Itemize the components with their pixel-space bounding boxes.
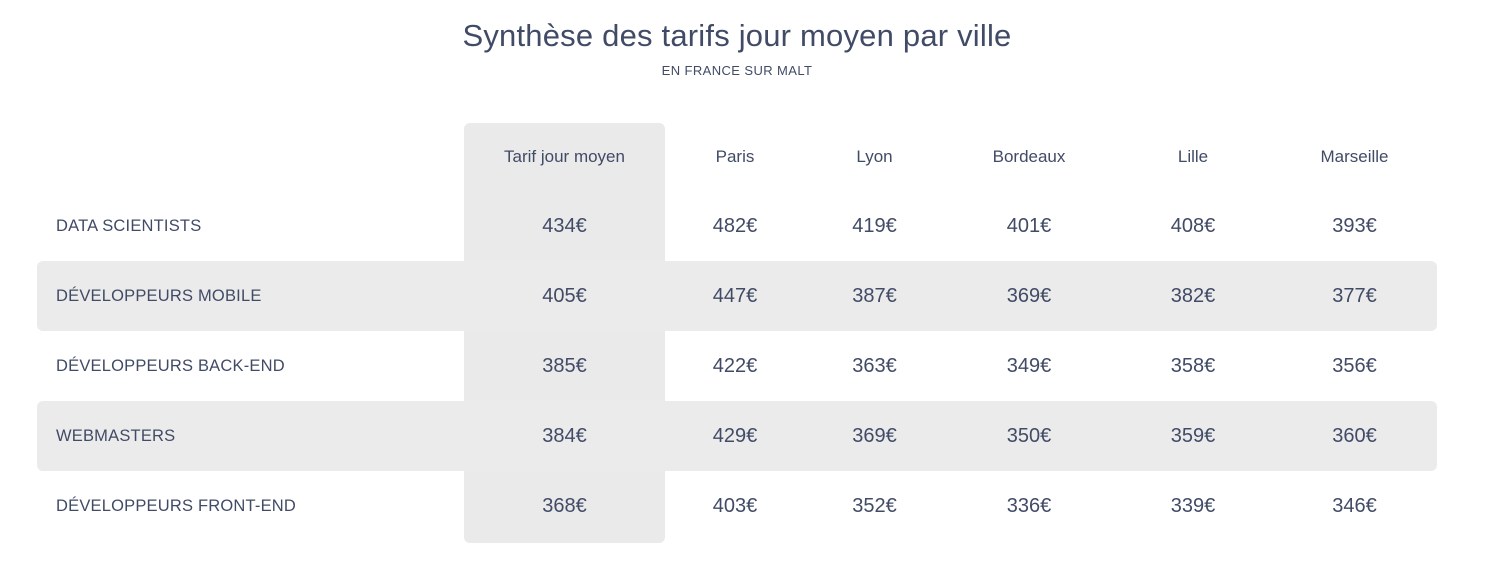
row-stripe-background bbox=[37, 261, 1437, 331]
rate-cell: 363€ bbox=[852, 354, 897, 377]
column-header-tarif-jour-moyen: Tarif jour moyen bbox=[504, 147, 625, 166]
column-header-marseille: Marseille bbox=[1320, 147, 1389, 166]
column-header-lille: Lille bbox=[1177, 147, 1209, 166]
column-header-bordeaux: Bordeaux bbox=[992, 147, 1066, 166]
rate-cell: 356€ bbox=[1332, 354, 1377, 377]
page-subtitle: EN FRANCE SUR MALT bbox=[661, 63, 813, 78]
row-label-developpeurs-mobile: DÉVELOPPEURS MOBILE bbox=[56, 286, 262, 305]
rate-cell: 369€ bbox=[852, 424, 897, 447]
rate-cell: 339€ bbox=[1170, 494, 1216, 517]
rate-cell: 350€ bbox=[1006, 424, 1052, 447]
rate-cell: 447€ bbox=[712, 284, 758, 307]
corner-cell bbox=[37, 123, 464, 191]
rate-cell: 405€ bbox=[542, 284, 587, 307]
page-title: Synthèse des tarifs jour moyen par ville bbox=[462, 18, 1012, 53]
column-header-lyon: Lyon bbox=[856, 147, 893, 166]
rate-cell: 369€ bbox=[1006, 284, 1052, 307]
rate-cell: 422€ bbox=[712, 354, 758, 377]
rate-cell: 387€ bbox=[852, 284, 897, 307]
rate-cell: 434€ bbox=[542, 214, 587, 237]
page-header: Synthèse des tarifs jour moyen par ville… bbox=[37, 0, 1437, 78]
rate-cell: 385€ bbox=[542, 354, 587, 377]
rate-cell: 377€ bbox=[1332, 284, 1377, 307]
highlight-column-background bbox=[464, 123, 665, 543]
row-stripe-background bbox=[37, 401, 1437, 471]
rate-cell: 336€ bbox=[1006, 494, 1052, 517]
rate-cell: 360€ bbox=[1332, 424, 1377, 447]
rate-cell: 382€ bbox=[1170, 284, 1216, 307]
row-label-developpeurs-back-end: DÉVELOPPEURS BACK-END bbox=[56, 356, 285, 375]
rate-cell: 393€ bbox=[1332, 214, 1377, 237]
rate-cell: 403€ bbox=[712, 494, 758, 517]
rate-cell: 482€ bbox=[712, 214, 758, 237]
row-label-data-scientists: DATA SCIENTISTS bbox=[56, 216, 202, 235]
rate-cell: 349€ bbox=[1006, 354, 1052, 377]
rate-cell: 368€ bbox=[542, 494, 587, 517]
rate-cell: 346€ bbox=[1332, 494, 1377, 517]
column-header-paris: Paris bbox=[715, 147, 755, 166]
row-label-webmasters: WEBMASTERS bbox=[56, 426, 176, 445]
rate-cell: 384€ bbox=[542, 424, 587, 447]
rate-cell: 352€ bbox=[852, 494, 897, 517]
rate-cell: 358€ bbox=[1170, 354, 1216, 377]
rates-table: Tarif jour moyen Paris Lyon Bordeaux Lil… bbox=[37, 123, 1437, 541]
row-label-developpeurs-front-end: DÉVELOPPEURS FRONT-END bbox=[56, 496, 297, 515]
rate-cell: 408€ bbox=[1170, 214, 1216, 237]
rate-cell: 419€ bbox=[852, 214, 897, 237]
rate-cell: 401€ bbox=[1006, 214, 1052, 237]
rate-cell: 359€ bbox=[1170, 424, 1216, 447]
rate-cell: 429€ bbox=[712, 424, 758, 447]
